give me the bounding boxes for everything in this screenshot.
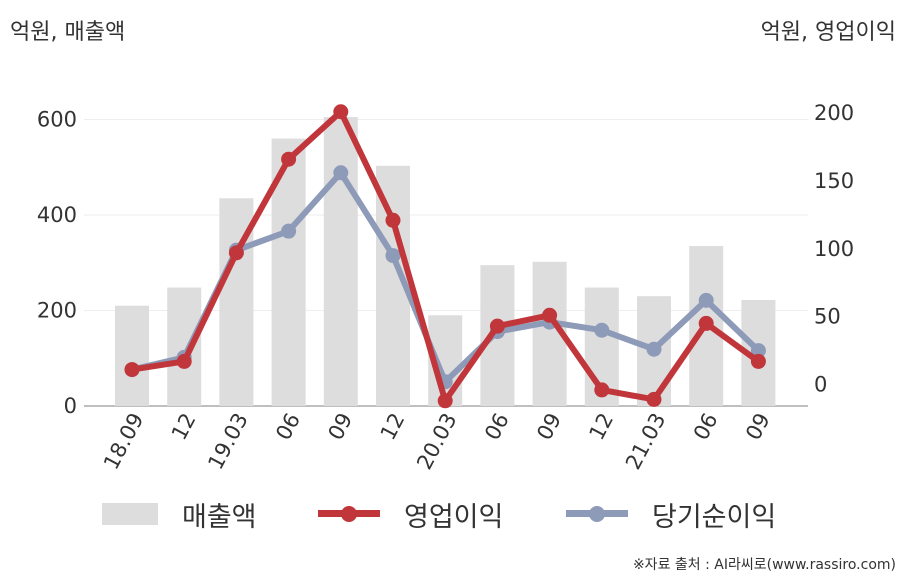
x-tick-label: 12 (376, 409, 410, 444)
right-axis-unit: 억원, 영업이익 (760, 20, 896, 45)
x-tick-label: 06 (480, 409, 514, 444)
net-income-point (646, 341, 662, 357)
right-tick-label: 50 (814, 305, 841, 329)
legend-item-operating-profit: 영업이익 (318, 494, 503, 534)
x-tick-label: 06 (271, 409, 305, 444)
legend-label-operating-profit: 영업이익 (404, 501, 504, 533)
operating-profit-point (124, 362, 140, 378)
legend-item-revenue: 매출액 (102, 494, 257, 534)
revenue-bar (323, 117, 358, 407)
x-tick-label: 12 (167, 409, 201, 444)
operating-profit-point (333, 104, 349, 120)
x-tick-label: 09 (532, 409, 566, 444)
operating-profit-point (698, 315, 714, 331)
revenue-bar (167, 287, 202, 406)
net-income-point (333, 165, 349, 181)
net-income-point (698, 292, 714, 308)
operating-profit-point (646, 391, 662, 407)
left-tick-label: 0 (64, 394, 77, 418)
operating-profit-point (542, 307, 558, 323)
left-axis-ticks: 0 200 400 600 (37, 108, 77, 419)
legend-label-revenue: 매출액 (182, 501, 257, 533)
legend-line-swatch-net (566, 503, 628, 525)
x-tick-label: 19.03 (203, 409, 252, 473)
revenue-bar (115, 305, 149, 406)
legend-bar-swatch (102, 503, 158, 525)
profit-lines (124, 104, 766, 409)
legend-line-swatch-operating (318, 503, 380, 525)
operating-profit-point (437, 393, 453, 409)
x-axis-ticks: 18.09 12 19.03 06 09 12 20.03 06 09 12 21.03 06 09 (99, 409, 775, 473)
net-income-point (594, 322, 610, 338)
right-tick-label: 150 (814, 169, 854, 193)
legend-label-net-income: 당기순이익 (652, 501, 777, 533)
left-tick-label: 200 (37, 299, 77, 323)
net-income-point (281, 223, 297, 239)
operating-profit-point (594, 382, 610, 398)
x-tick-label: 20.03 (412, 409, 461, 473)
x-tick-label: 21.03 (621, 409, 670, 473)
right-tick-label: 200 (814, 101, 854, 125)
operating-profit-point (228, 245, 244, 261)
operating-profit-point (385, 212, 401, 228)
right-tick-label: 100 (814, 237, 854, 261)
x-tick-label: 12 (584, 409, 618, 444)
left-tick-label: 600 (37, 108, 77, 132)
net-income-point (750, 343, 766, 359)
right-axis-ticks: 0 50 100 150 200 (814, 101, 854, 396)
operating-profit-point (489, 318, 505, 334)
net-income-point (385, 248, 401, 264)
right-tick-label: 0 (814, 373, 827, 397)
legend: 매출액 영업이익 당기순이익 (0, 494, 908, 534)
left-tick-label: 400 (37, 203, 77, 227)
source-note: ※자료 출처 : AI라씨로(www.rassiro.com) (632, 557, 896, 573)
left-axis-unit: 억원, 매출액 (10, 20, 126, 45)
x-tick-label: 09 (323, 409, 357, 444)
legend-item-net-income: 당기순이익 (566, 494, 776, 534)
operating-profit-point (176, 353, 192, 369)
x-tick-label: 09 (741, 409, 775, 444)
x-tick-label: 18.09 (99, 409, 148, 473)
operating-profit-point (750, 353, 766, 369)
x-tick-label: 06 (689, 409, 723, 444)
operating-profit-point (281, 151, 297, 167)
